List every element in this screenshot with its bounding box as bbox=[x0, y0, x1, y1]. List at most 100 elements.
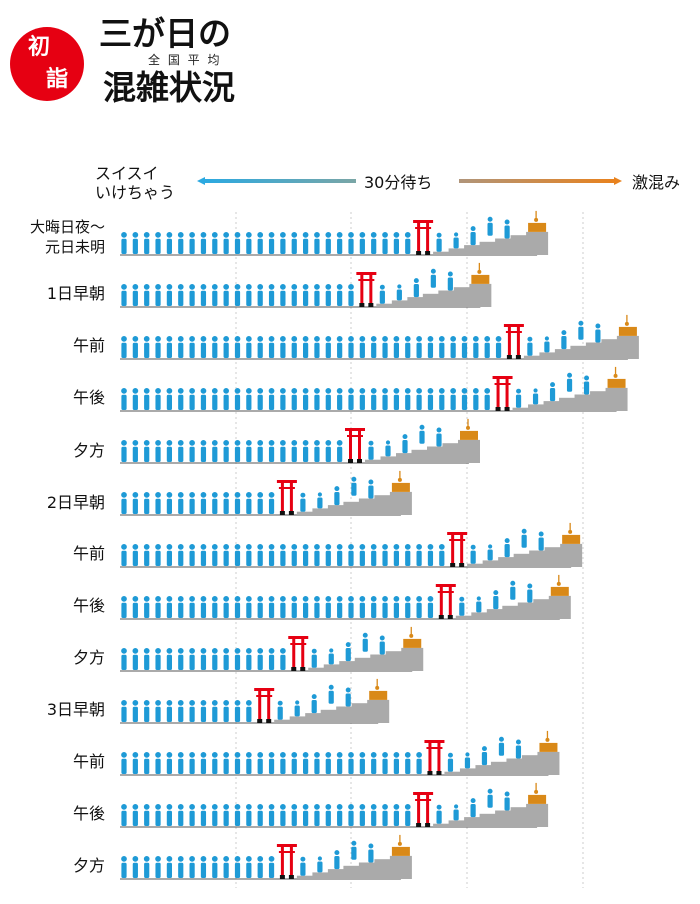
person-body bbox=[300, 498, 306, 512]
torii-pillar-left bbox=[292, 638, 296, 671]
person-head bbox=[268, 804, 275, 810]
person-icon bbox=[211, 284, 218, 306]
torii-foot-left bbox=[416, 251, 422, 255]
person-icon bbox=[481, 746, 488, 766]
torii-lower-beam bbox=[415, 227, 432, 229]
person-body bbox=[234, 706, 241, 722]
person-icon bbox=[328, 684, 334, 704]
stair-step bbox=[523, 355, 540, 359]
row-label-new-years-eve-line2: 元日未明 bbox=[45, 238, 105, 256]
person-body bbox=[178, 238, 184, 254]
crowd-row bbox=[120, 678, 390, 724]
person-body bbox=[223, 394, 229, 410]
torii-pillar-left bbox=[417, 794, 421, 827]
stair-step bbox=[529, 550, 546, 567]
person-body bbox=[359, 238, 365, 254]
person-body bbox=[348, 602, 354, 618]
person-body bbox=[371, 394, 377, 410]
person-head bbox=[544, 336, 549, 341]
person-body bbox=[595, 329, 601, 343]
person-head bbox=[302, 284, 309, 290]
person-head bbox=[447, 271, 453, 277]
stair-step bbox=[554, 349, 571, 359]
person-head bbox=[166, 388, 173, 394]
torii-pillar-left bbox=[451, 534, 455, 567]
person-head bbox=[370, 804, 377, 810]
person-icon bbox=[143, 648, 150, 670]
person-icon bbox=[189, 544, 195, 566]
title-line2: 混雑状況 bbox=[103, 68, 235, 107]
person-icon bbox=[325, 804, 332, 826]
stairs bbox=[308, 647, 424, 671]
person-body bbox=[291, 550, 297, 566]
person-icon bbox=[166, 700, 173, 722]
person-body bbox=[314, 810, 320, 826]
person-head bbox=[314, 596, 320, 602]
person-body bbox=[121, 602, 127, 618]
person-head bbox=[438, 544, 445, 550]
person-icon bbox=[487, 216, 493, 236]
person-icon bbox=[461, 388, 468, 410]
crowd-row bbox=[120, 366, 628, 412]
person-head bbox=[427, 336, 434, 342]
bell-icon bbox=[534, 782, 539, 794]
torii-lower-beam bbox=[426, 747, 443, 749]
person-head bbox=[155, 388, 161, 394]
person-icon bbox=[268, 492, 275, 514]
row-labels: 大晦日夜～ 元日未明 1日早朝 午前 午後 夕方 2日早朝 午前 午後 夕方 3… bbox=[30, 218, 105, 875]
person-icon bbox=[223, 596, 230, 618]
person-body bbox=[402, 440, 408, 454]
stair-step bbox=[513, 553, 530, 567]
torii-foot-left bbox=[257, 719, 263, 723]
person-icon bbox=[336, 596, 343, 618]
person-head bbox=[189, 336, 195, 342]
torii-top-beam bbox=[254, 688, 275, 691]
person-head bbox=[132, 284, 139, 290]
person-head bbox=[314, 440, 320, 446]
person-icon bbox=[234, 648, 241, 670]
torii-top-beam bbox=[413, 792, 434, 795]
person-head bbox=[436, 232, 442, 238]
person-icon bbox=[234, 492, 241, 514]
person-head bbox=[481, 746, 487, 752]
person-icon bbox=[234, 596, 241, 618]
person-head bbox=[143, 544, 150, 550]
bell-head bbox=[613, 373, 618, 378]
person-icon bbox=[385, 440, 391, 457]
person-icon bbox=[223, 440, 230, 462]
row-label: 夕方 bbox=[73, 856, 105, 875]
person-head bbox=[211, 596, 218, 602]
person-head bbox=[177, 700, 184, 706]
person-body bbox=[223, 498, 229, 514]
person-icon bbox=[155, 752, 161, 774]
stair-step bbox=[482, 560, 499, 567]
person-head bbox=[200, 648, 207, 654]
person-head bbox=[404, 544, 411, 550]
person-icon bbox=[155, 336, 161, 358]
person-body bbox=[189, 394, 195, 410]
person-head bbox=[223, 232, 230, 238]
person-head bbox=[470, 226, 476, 232]
person-head bbox=[223, 700, 230, 706]
torii-pillar-right bbox=[358, 430, 361, 463]
person-head bbox=[177, 752, 184, 758]
person-head bbox=[314, 284, 320, 290]
person-icon bbox=[348, 284, 354, 306]
person-icon bbox=[155, 596, 161, 618]
person-body bbox=[447, 277, 453, 291]
person-icon bbox=[268, 544, 275, 566]
person-body bbox=[234, 862, 241, 878]
person-head bbox=[121, 648, 127, 654]
torii-pillar-left bbox=[507, 326, 511, 359]
stairs bbox=[296, 491, 412, 515]
person-icon bbox=[211, 544, 218, 566]
person-body bbox=[257, 550, 263, 566]
person-head bbox=[393, 544, 400, 550]
offering-box-icon bbox=[550, 586, 569, 596]
person-head bbox=[325, 284, 332, 290]
person-icon bbox=[472, 336, 479, 358]
person-icon bbox=[294, 700, 300, 717]
person-body bbox=[393, 602, 399, 618]
person-icon bbox=[393, 232, 400, 254]
person-icon bbox=[430, 268, 436, 288]
